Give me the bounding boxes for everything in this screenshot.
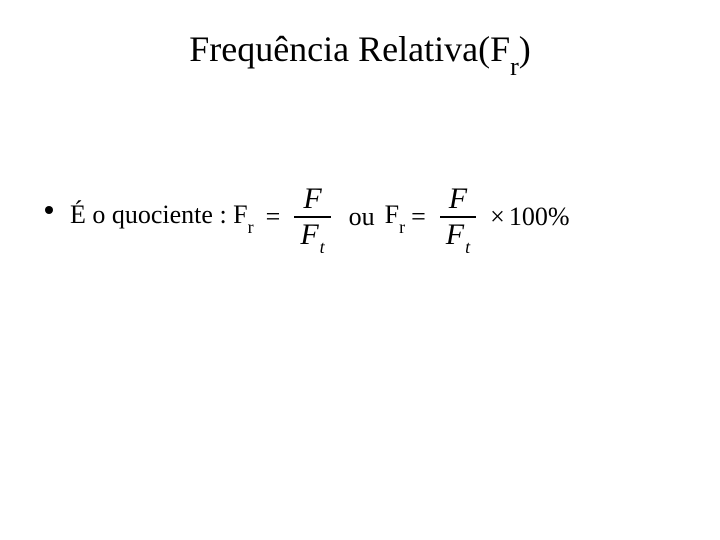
page-title: Frequência Relativa(Fr): [0, 28, 720, 76]
frac1-den: Ft: [294, 218, 330, 250]
formula: É o quociente : Fr = F Ft ou Fr = F Ft ×…: [70, 184, 569, 250]
lead-sub: r: [248, 217, 254, 237]
formula-lead: É o quociente : Fr: [70, 200, 254, 234]
percent-text: 100%: [509, 202, 570, 232]
fr2-prefix: F: [385, 200, 399, 229]
title-suffix: ): [519, 29, 531, 69]
mid-text: ou: [349, 202, 375, 232]
frac2-den: Ft: [440, 218, 476, 250]
frac1-num: F: [297, 184, 327, 216]
frac1-den-sub: t: [320, 238, 325, 256]
times-symbol: ×: [490, 202, 505, 232]
frac1-den-main: F: [300, 220, 318, 250]
fr2: Fr: [385, 200, 405, 234]
frac2-den-sub: t: [465, 238, 470, 256]
frac2-num: F: [443, 184, 473, 216]
fraction-1: F Ft: [294, 184, 330, 250]
slide: Frequência Relativa(Fr) É o quociente : …: [0, 0, 720, 540]
frac2-den-main: F: [446, 220, 464, 250]
fr2-sub: r: [399, 217, 405, 237]
title-prefix: Frequência Relativa(F: [189, 29, 510, 69]
lead-prefix: É o quociente : F: [70, 200, 248, 229]
bullet-icon: [45, 206, 53, 214]
equals-2: =: [411, 202, 426, 232]
title-subscript: r: [510, 52, 519, 81]
fraction-2: F Ft: [440, 184, 476, 250]
equals-1: =: [266, 202, 281, 232]
